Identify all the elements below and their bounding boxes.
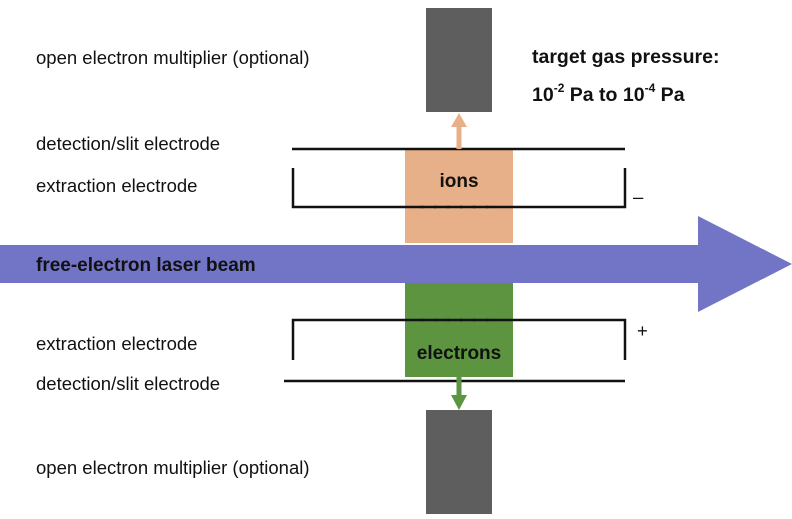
extraction-electrode-bottom <box>291 318 627 360</box>
electron-arrow-head <box>451 395 467 410</box>
electrons-region <box>405 283 513 377</box>
label-beam: free-electron laser beam <box>36 255 256 276</box>
laser-beam-arrow <box>0 216 792 312</box>
polarity-plus: + <box>637 320 648 341</box>
pressure-title: target gas pressure: <box>532 46 720 68</box>
polarity-minus: – <box>633 186 644 207</box>
label-ions: ions <box>439 171 478 192</box>
electron-multiplier-bottom <box>426 410 492 514</box>
ion-arrow-head <box>451 113 467 127</box>
label-multiplier-bottom: open electron multiplier (optional) <box>36 457 310 478</box>
label-electrons: electrons <box>417 343 501 364</box>
extraction-electrode-top <box>291 168 627 209</box>
pressure-range: 10-2 Pa to 10-4 Pa <box>532 81 685 106</box>
ions-region <box>405 149 513 243</box>
electron-multiplier-top <box>426 8 492 112</box>
label-detection-bottom: detection/slit electrode <box>36 373 220 394</box>
label-extraction-bottom: extraction electrode <box>36 333 197 354</box>
label-multiplier-top: open electron multiplier (optional) <box>36 47 310 68</box>
label-detection-top: detection/slit electrode <box>36 133 220 154</box>
label-extraction-top: extraction electrode <box>36 175 197 196</box>
